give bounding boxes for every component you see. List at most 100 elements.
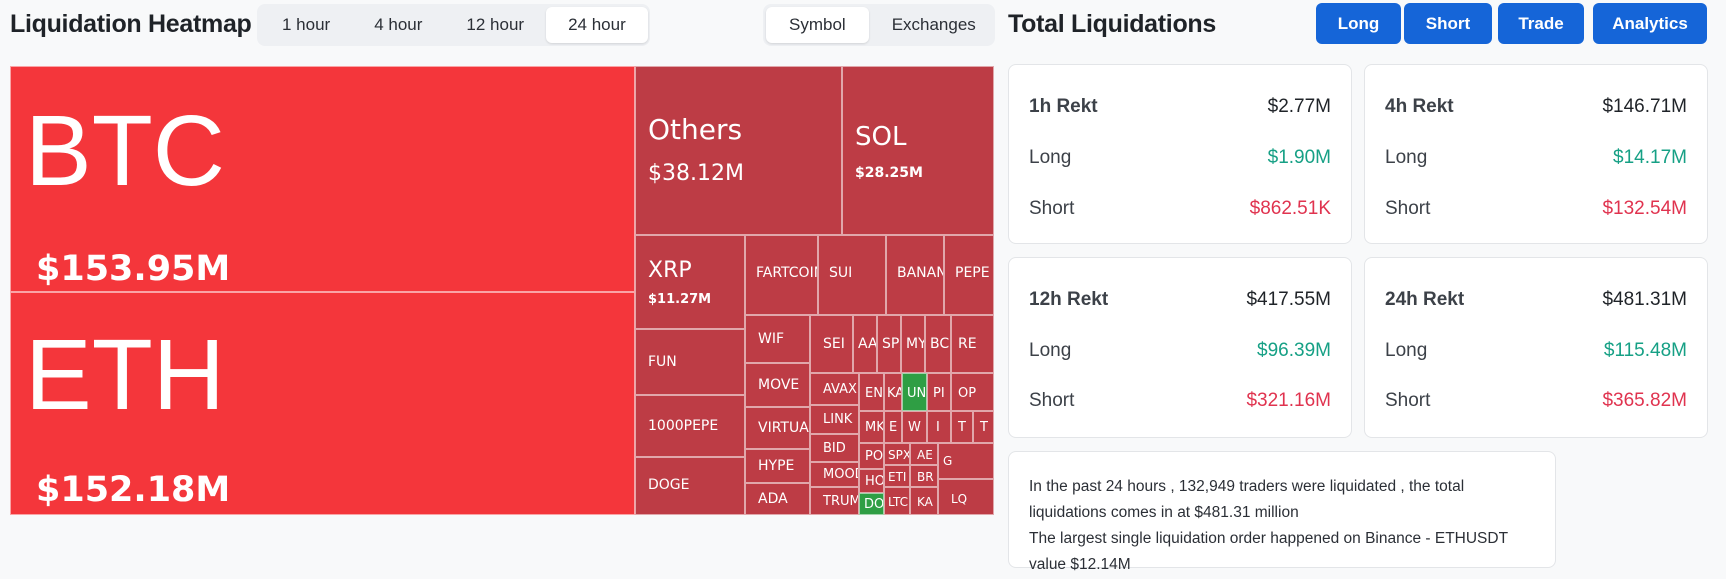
tile-spx-small[interactable]: SPX [884,443,910,465]
tile-spx[interactable]: SPX [877,315,901,373]
tile-mk[interactable]: MK [859,411,884,443]
time-option-24h[interactable]: 24 hour [546,7,648,43]
tile-ae[interactable]: AE [910,443,938,465]
short-value: $132.54M [1602,198,1687,219]
liquidation-summary-note: In the past 24 hours , 132,949 traders w… [1008,451,1556,573]
liquidation-treemap: BTC $153.95M ETH $152.18M Others $38.12M… [10,66,994,515]
view-option-symbol[interactable]: Symbol [766,7,869,43]
tile-bch[interactable]: BCH [925,315,951,373]
tile-ka-name: KA [887,386,901,401]
tile-eti[interactable]: ETI [884,465,910,487]
short-button[interactable]: Short [1404,3,1492,44]
tile-doge[interactable]: DOGE [635,457,745,515]
tile-ka[interactable]: KA [884,373,902,411]
tile-br-name: BR [917,470,934,484]
tile-1000pepe[interactable]: 1000PEPE [635,395,745,457]
tile-e[interactable]: E [884,411,902,443]
tile-avax[interactable]: AVAX [810,373,859,405]
time-option-4h[interactable]: 4 hour [374,15,423,34]
tile-ka-small[interactable]: KA [910,487,938,515]
tile-t2-name: T [980,420,988,435]
long-value: $1.90M [1267,147,1331,168]
tile-banana[interactable]: BANANA [886,235,944,315]
long-value: $96.39M [1257,340,1331,361]
tile-trump[interactable]: TRUMP [810,487,859,515]
tile-aave[interactable]: AAVE [853,315,877,373]
long-label: Long [1385,340,1428,361]
tile-ltc[interactable]: LTC [884,487,910,515]
view-option-exchanges[interactable]: Exchanges [891,15,976,34]
tile-virtual[interactable]: VIRTUAL [745,407,810,449]
tile-wif[interactable]: WIF [745,315,810,363]
tile-ada[interactable]: ADA [745,483,810,515]
tile-eth-value: $152.18M [36,470,231,510]
trade-button[interactable]: Trade [1498,3,1584,44]
short-label: Short [1385,390,1431,411]
tile-bch-name: BCH [930,336,950,352]
tile-sei[interactable]: SEI [810,315,853,373]
tile-xrp-name: XRP [648,258,692,283]
tile-sol-value: $28.25M [855,165,923,181]
tile-i[interactable]: I [927,411,951,443]
short-label: Short [1029,198,1075,219]
tile-fun[interactable]: FUN [635,329,745,395]
tile-re[interactable]: RE [951,315,994,373]
tile-fun-name: FUN [648,354,677,370]
tile-uni[interactable]: UNI [902,373,927,411]
view-mode-selector: Symbol Exchanges [763,4,995,46]
rekt-card-total: $146.71M [1602,96,1687,117]
tile-po-name: PO [865,449,884,464]
tile-fartcoin[interactable]: FARTCOIN [745,235,818,315]
short-label: Short [1029,390,1075,411]
tile-eth[interactable]: ETH $152.18M [10,292,635,515]
tile-btc[interactable]: BTC $153.95M [10,66,635,292]
tile-bid-name: BID [823,441,846,456]
tile-t2[interactable]: T [973,411,994,443]
tile-en[interactable]: EN [859,373,884,411]
tile-move[interactable]: MOVE [745,363,810,407]
rekt-card-12h: 12h Rekt $417.55M Long $96.39M Short $32… [1008,257,1352,438]
tile-pi[interactable]: PI [927,373,951,411]
time-range-selector: 1 hour 4 hour 12 hour 24 hour [257,4,650,46]
tile-dot[interactable]: DOT [859,493,884,515]
tile-avax-name: AVAX [823,382,857,397]
tile-en-name: EN [865,386,883,401]
tile-po[interactable]: PO [859,443,884,469]
tile-br[interactable]: BR [910,465,938,487]
tile-eti-name: ETI [888,470,907,484]
tile-lq[interactable]: LQ [938,479,994,515]
rekt-card-label: 24h Rekt [1385,289,1465,310]
long-button[interactable]: Long [1316,3,1401,44]
heatmap-title: Liquidation Heatmap [10,10,252,38]
analytics-button[interactable]: Analytics [1593,3,1707,44]
tile-moodeng[interactable]: MOODENG [810,462,859,487]
tile-xrp[interactable]: XRP $11.27M [635,235,745,329]
tile-xrp-value: $11.27M [648,292,712,307]
tile-ho[interactable]: HO [859,469,884,493]
rekt-card-label: 1h Rekt [1029,96,1098,117]
rekt-card-1h: 1h Rekt $2.77M Long $1.90M Short $862.51… [1008,64,1352,244]
tile-dot-name: DOT [864,497,884,512]
tile-fartcoin-name: FARTCOIN [756,265,818,281]
tile-trump-name: TRUMP [823,494,858,509]
tile-btc-value: $153.95M [36,249,231,289]
tile-link[interactable]: LINK [810,405,859,434]
tile-sol[interactable]: SOL $28.25M [842,66,994,235]
tile-w[interactable]: W [902,411,927,443]
tile-g[interactable]: G [938,443,994,479]
tile-sui[interactable]: SUI [818,235,886,315]
long-label: Long [1029,340,1072,361]
rekt-card-total: $481.31M [1602,289,1687,310]
tile-my-name: MY [906,336,925,352]
long-label: Long [1385,147,1428,168]
time-option-12h[interactable]: 12 hour [466,15,525,34]
tile-others[interactable]: Others $38.12M [635,66,842,235]
tile-my[interactable]: MY [901,315,925,373]
tile-lq-name: LQ [951,492,968,506]
tile-bid[interactable]: BID [810,434,859,462]
time-option-1h[interactable]: 1 hour [282,15,331,34]
tile-op[interactable]: OP [951,373,994,411]
tile-pepe[interactable]: PEPE [944,235,994,315]
tile-t1[interactable]: T [951,411,973,443]
tile-hype[interactable]: HYPE [745,449,810,483]
